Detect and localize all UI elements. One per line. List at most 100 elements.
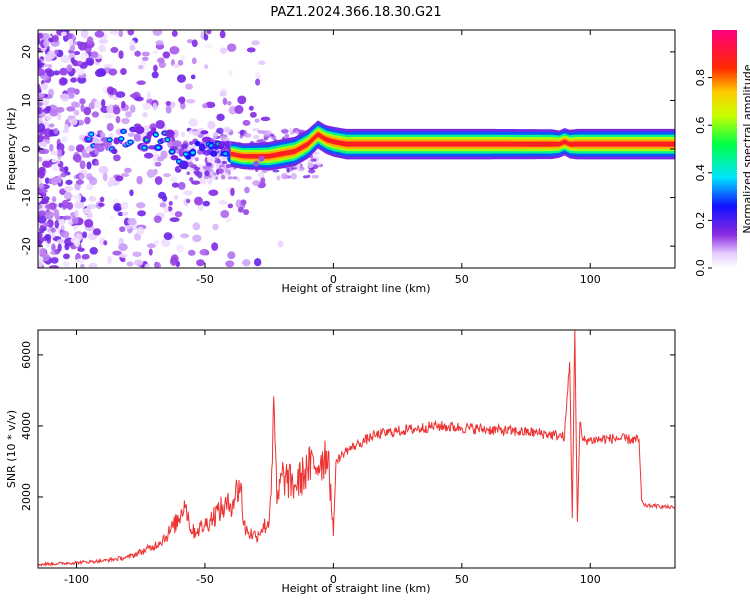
- spectrogram-noise-blob: [171, 30, 178, 37]
- spectrogram-noise-blob: [136, 202, 146, 209]
- spectrogram-noise-blob: [38, 106, 43, 115]
- spectrogram-noise-blob: [194, 196, 204, 206]
- spectrogram-noise-blob: [207, 120, 216, 130]
- spectrogram-ridge-blob: [118, 136, 125, 142]
- spectrogram-noise-blob: [50, 227, 56, 233]
- spectrogram-noise-blob: [189, 177, 194, 182]
- spectrogram-noise-blob: [170, 176, 177, 184]
- spectrogram-noise-blob: [192, 234, 202, 243]
- spectrogram-noise-blob: [267, 130, 272, 135]
- spectrogram-noise-blob: [65, 179, 73, 185]
- spectrogram-noise-blob: [161, 238, 171, 248]
- spectrogram-noise-blob: [38, 256, 44, 262]
- spectrogram-ridge-blob: [189, 150, 196, 156]
- spectrogram-noise-blob: [174, 211, 183, 218]
- spectrogram-noise-blob: [125, 111, 132, 118]
- x-tick-label: 100: [580, 573, 601, 586]
- x-tick-label: 100: [580, 273, 601, 286]
- spectrogram-noise-blob: [66, 106, 76, 112]
- spectrogram-noise-blob: [152, 102, 158, 111]
- spectrogram-ridge-blob: [200, 130, 209, 135]
- spectrogram-ridge-band: [230, 132, 675, 159]
- spectrogram-noise-blob: [98, 44, 107, 53]
- spectrogram-noise-blob: [129, 104, 136, 113]
- spectrogram-noise-blob: [55, 106, 65, 113]
- spectrogram-noise-blob: [136, 175, 143, 185]
- spectrogram-noise-blob: [73, 50, 81, 56]
- spectrogram-noise-blob: [57, 111, 62, 121]
- snr-x-ticks: -100 -50 0 50 100: [64, 330, 601, 586]
- spectrogram-noise-blob: [115, 175, 124, 182]
- spectrogram-noise-blob: [152, 30, 163, 36]
- spectrogram-noise-blob: [53, 70, 60, 76]
- spectrogram-ridge-blob: [170, 154, 179, 161]
- spectrogram-noise-blob: [94, 100, 102, 109]
- spectrogram-noise-blob: [211, 242, 219, 251]
- spectrogram-noise-blob: [44, 53, 52, 63]
- x-tick-label: 0: [330, 573, 337, 586]
- spectrogram-noise-blob: [98, 39, 109, 44]
- spectrogram-noise-blob: [61, 215, 72, 220]
- spectrogram-noise-blob: [103, 240, 108, 246]
- spectrogram-noise-blob: [206, 30, 212, 35]
- spectrogram-noise-blob: [88, 195, 97, 202]
- spectrogram-noise-blob: [77, 247, 85, 252]
- spectrogram-noise-blob: [58, 218, 66, 224]
- spectrogram-noise-blob: [140, 60, 147, 67]
- spectrogram-noise-blob: [97, 202, 105, 207]
- spectrogram-noise-blob: [38, 188, 48, 194]
- spectrogram-noise-blob: [144, 263, 151, 268]
- spectrogram-noise-blob: [39, 148, 50, 155]
- spectrogram-noise-blob: [225, 260, 235, 268]
- spectrogram-noise-blob: [63, 186, 74, 192]
- spectrogram-ridge-blob: [198, 143, 206, 152]
- spectrogram-noise-blob: [38, 210, 47, 217]
- x-tick-label: -100: [64, 573, 89, 586]
- spectrogram-noise-blob: [225, 216, 232, 223]
- spectrogram-noise-blob: [133, 259, 144, 267]
- spectrogram-noise-blob: [45, 115, 52, 121]
- y-tick-label: 6000: [20, 341, 33, 369]
- spectrogram-noise-blob: [248, 105, 254, 111]
- spectrogram-noise-blob: [118, 30, 124, 38]
- spectrogram-noise-blob: [72, 154, 81, 162]
- spectrogram-noise-blob: [252, 128, 261, 132]
- spectrogram-noise-blob: [74, 209, 79, 218]
- spectrogram-noise-blob: [227, 176, 233, 180]
- spectrogram-ridge-blob: [168, 149, 176, 155]
- spectrogram-noise-blob: [60, 31, 67, 37]
- spectrogram-noise-blob: [134, 96, 144, 102]
- spectrogram-noise-blob: [62, 253, 70, 260]
- spectrogram-noise-blob: [66, 64, 73, 73]
- spectrogram-noise-blob: [106, 123, 114, 132]
- spectrogram-noise-blob: [76, 66, 85, 76]
- spectrogram-noise-blob: [54, 219, 60, 229]
- spectrogram-noise-blob: [253, 258, 262, 267]
- spectrogram-noise-blob: [44, 203, 55, 210]
- spectrogram-noise-blob: [142, 112, 148, 118]
- y-tick-label: 4000: [20, 412, 33, 440]
- spectrogram-noise-blob: [173, 195, 179, 200]
- spectrogram-noise-blob: [38, 37, 41, 46]
- spectrogram-ridge-blob: [127, 139, 134, 145]
- y-tick-label: 2000: [20, 483, 33, 511]
- spectrogram-noise-blob: [196, 259, 205, 267]
- spectrogram-ridge-blob: [106, 137, 113, 143]
- spectrogram-noise-blob: [113, 202, 123, 212]
- colorbar-ticks: 0.0 0.2 0.4 0.6 0.8: [694, 69, 712, 277]
- spectrogram-noise-blob: [80, 30, 89, 39]
- spectrogram-noise-blob: [113, 154, 121, 162]
- spectrogram-noise-blob: [107, 255, 112, 265]
- spectrogram-ridge-blob: [194, 140, 201, 147]
- spectrogram-noise-blob: [300, 166, 305, 170]
- spectrogram-noise-blob: [187, 249, 196, 256]
- colorbar-tick-label: 0.6: [694, 116, 707, 134]
- spectrogram-x-label: Height of straight line (km): [281, 282, 430, 295]
- spectrogram-ridge-blob: [224, 140, 231, 150]
- spectrogram-noise-blob: [219, 30, 226, 39]
- spectrogram-noise-blob: [100, 69, 107, 76]
- spectrogram-noise-blob: [74, 193, 82, 203]
- spectrogram-noise-blob: [40, 111, 46, 118]
- snr-x-label: Height of straight line (km): [281, 582, 430, 595]
